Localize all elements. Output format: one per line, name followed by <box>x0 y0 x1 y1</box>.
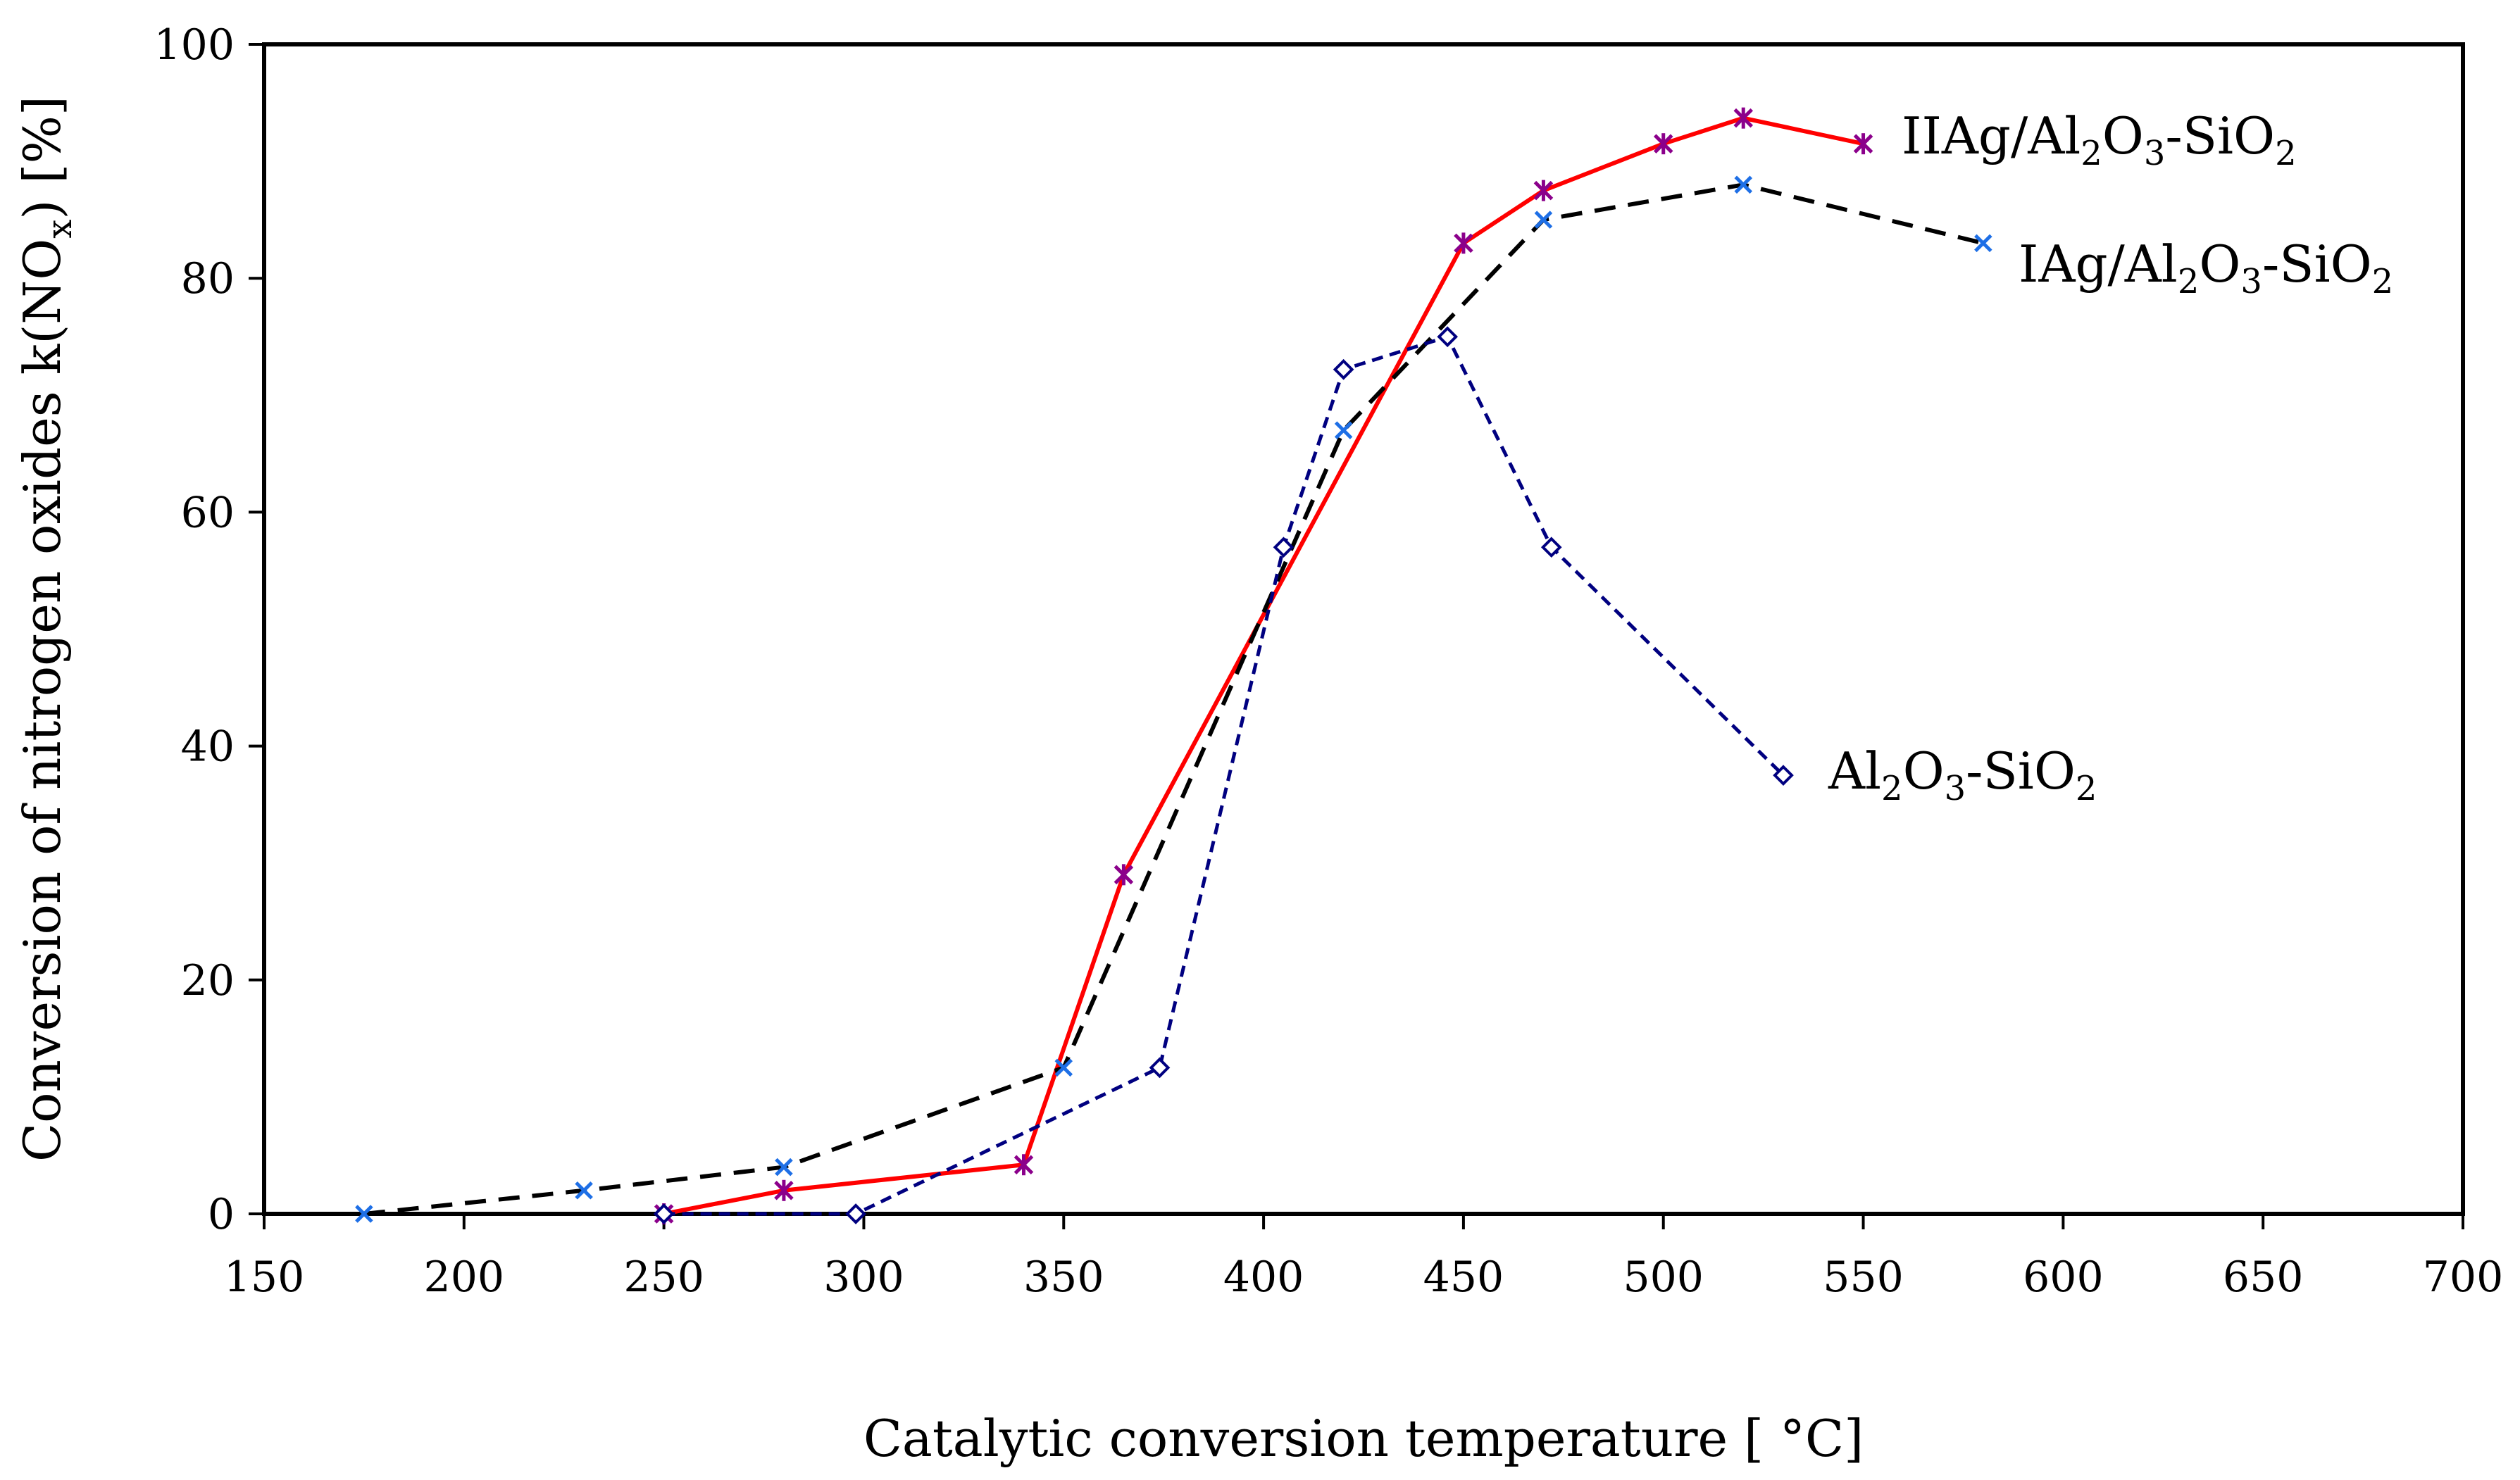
x-tick-label: 650 <box>2223 1253 2304 1302</box>
data-point-AlSi <box>1333 358 1354 380</box>
data-point-IIAg <box>1853 133 1873 155</box>
y-axis-title: Conversion of nitrogen oxides k(NOx) [%] <box>13 96 80 1162</box>
y-axis-title-suffix: ) [%] <box>13 96 72 220</box>
x-tick-label: 450 <box>1423 1253 1504 1302</box>
data-point-IIAg <box>1533 180 1554 201</box>
x-tick-label: 400 <box>1223 1253 1304 1302</box>
y-tick-label: 80 <box>181 254 235 303</box>
series-label-IIAg: IIAg/Al2O3-SiO2 <box>1902 106 2297 173</box>
y-axis-title-prefix: Conversion of nitrogen oxides k(NO <box>13 239 72 1162</box>
series-IIAg <box>654 107 1873 1224</box>
x-tick-label: 200 <box>424 1253 505 1302</box>
data-point-IAg <box>1054 1058 1073 1077</box>
data-point-AlSi <box>1273 537 1295 558</box>
y-axis: 0 20 40 60 80 100 <box>154 20 264 1239</box>
series-AlSi <box>653 326 1794 1224</box>
x-tick-label: 500 <box>1623 1253 1704 1302</box>
data-point-IIAg <box>1013 1154 1034 1176</box>
x-tick-label: 250 <box>623 1253 704 1302</box>
series-line-AlSi <box>663 334 1785 1216</box>
data-point-IAg <box>1974 234 1992 253</box>
plot-area <box>262 42 2465 1216</box>
data-point-AlSi <box>1437 326 1459 348</box>
x-tick-label: 550 <box>1823 1253 1904 1302</box>
data-point-IAg <box>775 1158 793 1177</box>
data-point-IIAg <box>1454 232 1473 254</box>
data-point-IIAg <box>774 1179 794 1201</box>
x-tick-label: 350 <box>1023 1253 1104 1302</box>
data-point-AlSi <box>653 1203 675 1224</box>
series-label-AlSi: Al2O3-SiO2 <box>1828 741 2097 808</box>
data-point-IAg <box>355 1205 373 1223</box>
y-tick-label: 60 <box>181 488 235 537</box>
x-tick-label: 700 <box>2423 1253 2504 1302</box>
x-axis: 150 200 250 300 350 400 450 500 550 600 650 700 <box>224 1214 2504 1302</box>
x-tick-label: 300 <box>823 1253 904 1302</box>
series-IAg <box>355 175 1992 1223</box>
data-point-IAg <box>1534 211 1553 229</box>
y-axis-title-sub: x <box>40 220 80 239</box>
series-layer <box>355 107 1992 1224</box>
data-point-IAg <box>1334 421 1353 439</box>
x-tick-label: 600 <box>2023 1253 2104 1302</box>
y-tick-label: 0 <box>208 1190 235 1239</box>
data-point-IAg <box>1734 175 1753 194</box>
series-label-IAg: IAg/Al2O3-SiO2 <box>2019 234 2393 301</box>
y-tick-label: 40 <box>181 722 235 772</box>
data-point-AlSi <box>845 1203 866 1224</box>
x-tick-label: 150 <box>224 1253 305 1302</box>
data-point-IIAg <box>1653 133 1673 155</box>
series-line-IAg <box>363 182 1984 1216</box>
data-point-IIAg <box>1733 107 1754 129</box>
x-axis-title: Catalytic conversion temperature [ °C] <box>863 1409 1864 1468</box>
data-point-AlSi <box>1149 1057 1171 1079</box>
series-labels: IIAg/Al2O3-SiO2 IAg/Al2O3-SiO2 Al2O3-SiO2 <box>1828 106 2393 808</box>
data-point-IIAg <box>1114 864 1134 886</box>
data-point-AlSi <box>1540 537 1562 558</box>
y-tick-label: 20 <box>181 956 235 1005</box>
y-tick-label: 100 <box>154 20 235 70</box>
data-point-AlSi <box>1773 765 1794 786</box>
data-point-IAg <box>575 1181 593 1200</box>
